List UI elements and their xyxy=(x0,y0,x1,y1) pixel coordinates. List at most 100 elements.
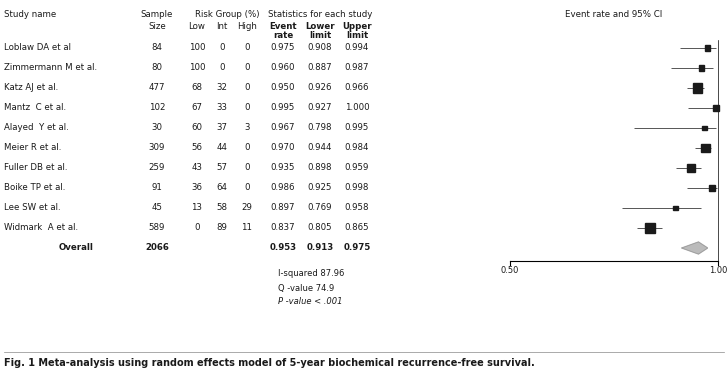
Text: 0.913: 0.913 xyxy=(306,243,333,253)
Text: 58: 58 xyxy=(216,203,227,212)
Text: 37: 37 xyxy=(216,124,227,133)
Text: 11: 11 xyxy=(242,223,253,232)
Text: Q -value 74.9: Q -value 74.9 xyxy=(278,284,334,293)
Text: 1.00: 1.00 xyxy=(709,266,727,275)
Text: 89: 89 xyxy=(216,223,227,232)
Text: 0.950: 0.950 xyxy=(271,84,296,93)
Text: P -value < .001: P -value < .001 xyxy=(278,297,342,307)
Text: 0.50: 0.50 xyxy=(501,266,519,275)
Text: 0.966: 0.966 xyxy=(345,84,369,93)
Bar xyxy=(702,126,707,130)
Bar xyxy=(705,45,711,51)
Text: 45: 45 xyxy=(151,203,162,212)
Text: Loblaw DA et al: Loblaw DA et al xyxy=(4,43,71,53)
Bar xyxy=(713,105,719,111)
Text: 0.975: 0.975 xyxy=(344,243,371,253)
Text: Zimmermann M et al.: Zimmermann M et al. xyxy=(4,64,97,73)
Text: 0.837: 0.837 xyxy=(271,223,296,232)
Text: Size: Size xyxy=(148,22,166,31)
Text: 29: 29 xyxy=(242,203,253,212)
Text: 0: 0 xyxy=(245,183,250,192)
Text: 2066: 2066 xyxy=(145,243,169,253)
Text: Statistics for each study: Statistics for each study xyxy=(268,10,372,19)
Text: 0.944: 0.944 xyxy=(308,144,332,152)
Text: 0.960: 0.960 xyxy=(271,64,296,73)
Text: 0.984: 0.984 xyxy=(345,144,369,152)
Text: 68: 68 xyxy=(191,84,202,93)
Text: Mantz  C et al.: Mantz C et al. xyxy=(4,104,66,113)
Text: Fig. 1 Meta-analysis using random effects model of 5-year biochemical recurrence: Fig. 1 Meta-analysis using random effect… xyxy=(4,358,535,368)
Text: 3: 3 xyxy=(245,124,250,133)
Text: rate: rate xyxy=(273,31,293,40)
Text: 102: 102 xyxy=(149,104,165,113)
Text: 0.995: 0.995 xyxy=(271,104,295,113)
Text: 91: 91 xyxy=(151,183,162,192)
Text: Overall: Overall xyxy=(59,243,94,253)
Text: 589: 589 xyxy=(149,223,165,232)
Text: 0.898: 0.898 xyxy=(308,164,332,172)
Text: 0.897: 0.897 xyxy=(271,203,296,212)
Text: 0.995: 0.995 xyxy=(345,124,369,133)
Text: Event rate and 95% CI: Event rate and 95% CI xyxy=(566,10,662,19)
Text: I-squared 87.96: I-squared 87.96 xyxy=(278,270,344,279)
Text: limit: limit xyxy=(346,31,368,40)
Text: 0.998: 0.998 xyxy=(345,183,369,192)
Text: 259: 259 xyxy=(149,164,165,172)
Text: Katz AJ et al.: Katz AJ et al. xyxy=(4,84,58,93)
Text: 0.887: 0.887 xyxy=(308,64,332,73)
Text: 0: 0 xyxy=(194,223,199,232)
Text: Int: Int xyxy=(216,22,228,31)
Text: 100: 100 xyxy=(189,43,205,53)
Text: 0.975: 0.975 xyxy=(271,43,296,53)
Text: Boike TP et al.: Boike TP et al. xyxy=(4,183,66,192)
Text: Low: Low xyxy=(189,22,205,31)
Text: Alayed  Y et al.: Alayed Y et al. xyxy=(4,124,68,133)
Text: Study name: Study name xyxy=(4,10,56,19)
Text: 0: 0 xyxy=(245,43,250,53)
Text: 0.769: 0.769 xyxy=(308,203,332,212)
Text: 0: 0 xyxy=(245,164,250,172)
Text: 44: 44 xyxy=(216,144,227,152)
Text: 0.805: 0.805 xyxy=(308,223,332,232)
Text: 477: 477 xyxy=(149,84,165,93)
Text: Lee SW et al.: Lee SW et al. xyxy=(4,203,60,212)
Text: Event: Event xyxy=(269,22,297,31)
Text: 0: 0 xyxy=(219,64,225,73)
Text: 0.798: 0.798 xyxy=(308,124,332,133)
Text: Risk Group (%): Risk Group (%) xyxy=(195,10,259,19)
Bar xyxy=(645,223,655,233)
Text: 0.987: 0.987 xyxy=(345,64,369,73)
Text: 0.953: 0.953 xyxy=(269,243,296,253)
Text: 100: 100 xyxy=(189,64,205,73)
Text: Upper: Upper xyxy=(342,22,372,31)
Text: 43: 43 xyxy=(191,164,202,172)
Bar xyxy=(709,185,715,191)
Text: 80: 80 xyxy=(151,64,162,73)
Bar xyxy=(673,206,678,211)
Text: 0.927: 0.927 xyxy=(308,104,332,113)
Text: 56: 56 xyxy=(191,144,202,152)
Text: 0.865: 0.865 xyxy=(344,223,369,232)
Text: limit: limit xyxy=(309,31,331,40)
Text: 32: 32 xyxy=(216,84,227,93)
Text: 13: 13 xyxy=(191,203,202,212)
Text: Meier R et al.: Meier R et al. xyxy=(4,144,61,152)
Text: 0.994: 0.994 xyxy=(345,43,369,53)
Text: 67: 67 xyxy=(191,104,202,113)
Text: 64: 64 xyxy=(216,183,227,192)
Text: 0.958: 0.958 xyxy=(345,203,369,212)
Text: 0.970: 0.970 xyxy=(271,144,296,152)
Text: Lower: Lower xyxy=(305,22,335,31)
Text: 0: 0 xyxy=(245,84,250,93)
Text: 309: 309 xyxy=(149,144,165,152)
Polygon shape xyxy=(682,242,708,254)
Text: 0.959: 0.959 xyxy=(345,164,369,172)
Text: 33: 33 xyxy=(216,104,227,113)
Bar xyxy=(702,144,710,152)
Text: Sample: Sample xyxy=(141,10,173,19)
Text: 60: 60 xyxy=(191,124,202,133)
Text: 0: 0 xyxy=(245,64,250,73)
Bar xyxy=(687,164,695,172)
Text: 0.967: 0.967 xyxy=(271,124,296,133)
Bar xyxy=(692,84,702,93)
